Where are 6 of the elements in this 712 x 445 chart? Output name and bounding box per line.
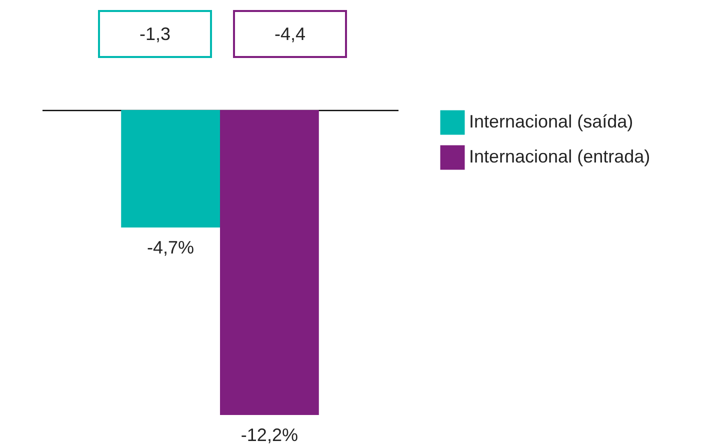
- data-label: -4,7%: [147, 238, 194, 258]
- data-label: -12,2%: [240, 425, 298, 445]
- label-frame: -4,4: [233, 10, 347, 58]
- legend-label: Internacional (entrada): [469, 146, 650, 166]
- label-frame: -1,3: [98, 10, 212, 58]
- legend-label: Internacional (saída): [469, 112, 634, 132]
